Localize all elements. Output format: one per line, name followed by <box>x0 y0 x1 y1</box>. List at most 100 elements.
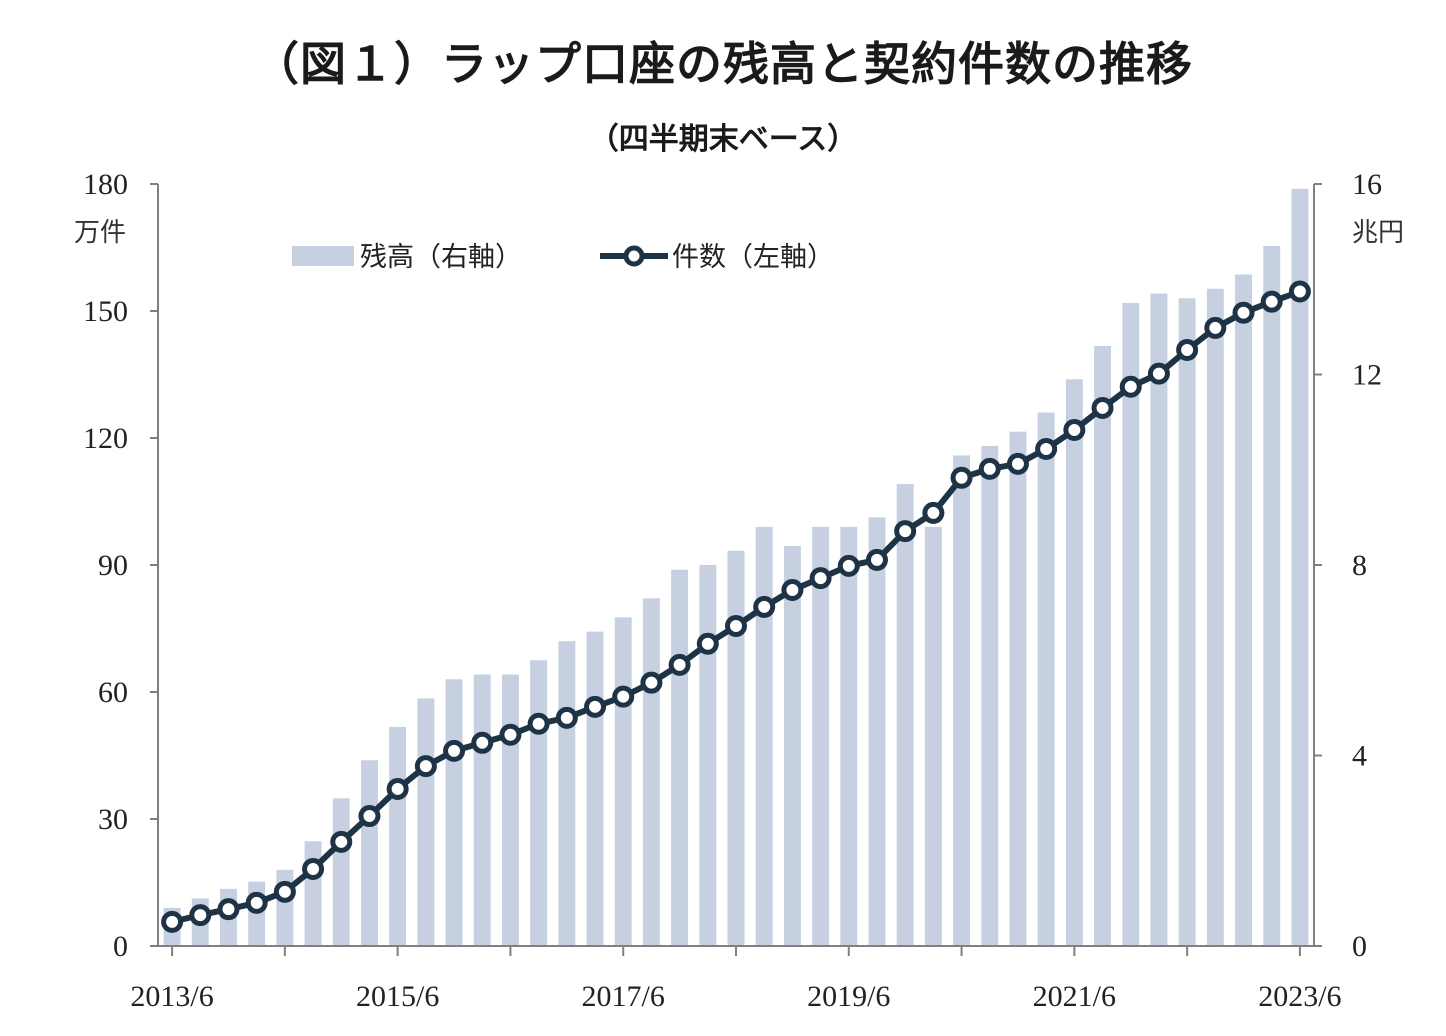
contracts-point <box>950 466 973 489</box>
left-tick-label: 30 <box>98 803 128 836</box>
balance-bar <box>699 565 717 946</box>
contracts-point <box>443 739 466 762</box>
balance-bar <box>304 841 322 946</box>
balance-bar <box>1094 345 1111 946</box>
x-tick-label: 2019/6 <box>807 980 890 1013</box>
balance-bar <box>530 660 548 946</box>
balance-bar <box>1065 379 1083 946</box>
x-tick-label: 2021/6 <box>1033 980 1116 1013</box>
contracts-point <box>894 520 917 543</box>
contracts-point <box>725 614 747 637</box>
contracts-point <box>1176 338 1199 361</box>
balance-bar <box>417 698 435 946</box>
left-tick-label: 180 <box>83 168 128 201</box>
legend: 残高（右軸） 件数（左軸） <box>292 242 834 273</box>
contracts-point <box>471 731 494 754</box>
balance-bar <box>1178 298 1196 946</box>
contracts-point <box>189 904 212 927</box>
contracts-point <box>245 891 268 914</box>
right-tick-label: 0 <box>1352 930 1367 963</box>
right-tick-label: 12 <box>1352 359 1382 392</box>
balance-bar <box>896 484 914 946</box>
contracts-point <box>161 910 184 933</box>
balance-bar <box>332 798 350 946</box>
legend-bar-swatch <box>292 246 354 266</box>
balance-bar <box>1235 274 1252 946</box>
contracts-point <box>555 706 578 729</box>
legend-bar-label: 残高（右軸） <box>360 242 522 273</box>
contracts-point <box>1119 375 1142 398</box>
balance-bar <box>783 545 801 946</box>
contracts-point <box>386 777 409 800</box>
x-tick-label: 2017/6 <box>582 980 665 1013</box>
balance-bar <box>1206 288 1224 946</box>
contracts-point <box>612 685 635 708</box>
balance-bar <box>953 455 971 946</box>
balance-bar <box>671 569 689 946</box>
left-tick-label: 0 <box>113 930 128 963</box>
chart-axes: 0 30 60 90 120 150 180 0 4 8 12 16 2013/6 2015/6 2017/… <box>83 168 1382 1013</box>
contracts-point <box>1063 418 1086 441</box>
contracts-point <box>1147 362 1170 385</box>
contracts-point <box>978 457 1001 480</box>
right-tick-label: 8 <box>1352 549 1367 582</box>
balance-bar <box>812 526 830 946</box>
contracts-point <box>1204 316 1227 339</box>
contracts-point <box>753 595 776 618</box>
right-tick-label: 4 <box>1352 740 1367 773</box>
contracts-point <box>1232 301 1255 324</box>
balance-bar <box>840 526 858 946</box>
left-axis-unit: 万件 <box>74 218 126 248</box>
balance-bar <box>248 881 266 946</box>
left-tick-label: 60 <box>98 676 128 709</box>
contracts-point <box>640 671 663 694</box>
balance-bar <box>1122 303 1140 946</box>
legend-line-label: 件数（左軸） <box>672 242 834 273</box>
x-tick-label: 2023/6 <box>1258 980 1341 1013</box>
chart-title: （図１）ラップ口座の残高と契約件数の推移 <box>253 37 1193 91</box>
contracts-point <box>1260 290 1283 313</box>
contracts-point <box>1006 452 1029 475</box>
contracts-point <box>781 578 804 601</box>
contracts-point <box>273 880 296 903</box>
left-tick-label: 120 <box>83 422 128 455</box>
balance-bar <box>445 679 463 946</box>
contracts-point <box>330 830 353 853</box>
contracts-point <box>584 695 607 718</box>
contracts-point <box>1288 280 1311 303</box>
right-axis-unit: 兆円 <box>1352 218 1404 248</box>
contracts-point <box>837 554 860 577</box>
balance-bar <box>868 517 886 946</box>
left-tick-label: 150 <box>83 295 128 328</box>
balance-bar <box>1150 293 1168 947</box>
contracts-point <box>499 723 522 746</box>
contracts-point <box>217 898 240 921</box>
balance-bar <box>473 674 491 946</box>
balance-bar <box>642 598 660 946</box>
balance-bar <box>727 550 745 946</box>
contracts-point <box>1091 396 1114 419</box>
right-tick-label: 16 <box>1352 168 1382 201</box>
balance-bar <box>981 445 999 946</box>
contracts-point <box>1035 438 1058 461</box>
contracts-point <box>922 501 945 524</box>
chart-subtitle: （四半期末ベース） <box>588 122 858 157</box>
balance-bar <box>1009 431 1027 946</box>
balance-bar <box>1263 245 1281 947</box>
balance-bar <box>558 641 576 946</box>
x-tick-label: 2015/6 <box>356 980 439 1013</box>
contracts-point <box>358 805 381 828</box>
balance-bar <box>924 526 942 946</box>
balance-bar <box>1037 412 1055 947</box>
balance-bar <box>1291 188 1309 946</box>
balance-bar <box>389 726 407 946</box>
balance-bar <box>755 526 773 946</box>
balance-bars <box>163 188 1309 947</box>
contracts-point <box>668 653 691 676</box>
contracts-point <box>414 755 437 778</box>
balance-bar <box>501 674 519 946</box>
contracts-point <box>865 548 888 571</box>
balance-bar <box>586 631 604 946</box>
contracts-point <box>302 857 325 880</box>
